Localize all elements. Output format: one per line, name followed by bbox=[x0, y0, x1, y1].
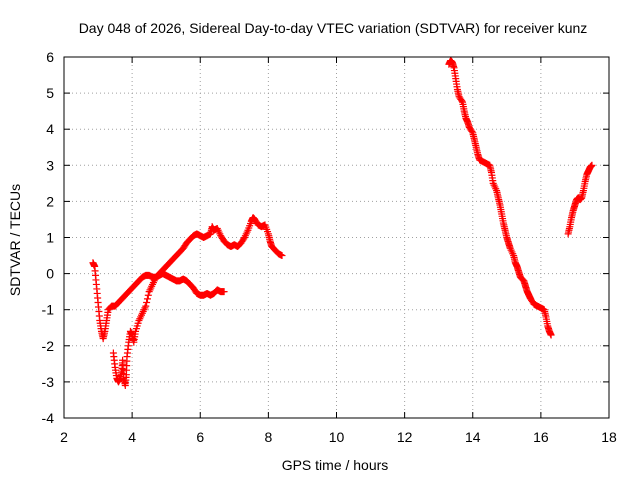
data-point-marker bbox=[468, 127, 476, 135]
y-tick-label: -2 bbox=[42, 338, 55, 354]
data-point-marker bbox=[458, 97, 466, 105]
y-tick-label: 5 bbox=[46, 85, 54, 101]
x-tick-label: 6 bbox=[196, 429, 204, 445]
chart-title: Day 048 of 2026, Sidereal Day-to-day VTE… bbox=[79, 20, 588, 36]
x-tick-label: 14 bbox=[465, 429, 481, 445]
y-axis-label: SDTVAR / TECUs bbox=[7, 184, 23, 296]
y-tick-label: 1 bbox=[46, 230, 54, 246]
y-tick-label: -4 bbox=[42, 410, 55, 426]
data-point-marker bbox=[220, 288, 228, 296]
y-tick-label: 0 bbox=[46, 266, 54, 282]
x-tick-label: 2 bbox=[60, 429, 68, 445]
series-arc-2 bbox=[109, 214, 286, 390]
data-point-marker bbox=[588, 161, 596, 169]
y-tick-label: 3 bbox=[46, 157, 54, 173]
series-arc-3 bbox=[445, 57, 555, 339]
grid-lines bbox=[64, 57, 609, 418]
data-points bbox=[89, 57, 596, 390]
data-point-marker bbox=[278, 252, 286, 260]
data-point-marker bbox=[143, 295, 151, 303]
data-point-marker bbox=[547, 331, 555, 339]
y-tick-label: 6 bbox=[46, 49, 54, 65]
y-tick-label: -1 bbox=[42, 302, 55, 318]
y-tick-label: 2 bbox=[46, 193, 54, 209]
data-point-marker bbox=[240, 235, 248, 243]
x-axis-label: GPS time / hours bbox=[282, 457, 389, 473]
y-tick-label: 4 bbox=[46, 121, 54, 137]
x-tick-label: 16 bbox=[533, 429, 549, 445]
y-tick-label: -3 bbox=[42, 374, 55, 390]
series-arc-4 bbox=[564, 161, 596, 238]
x-tick-label: 8 bbox=[264, 429, 272, 445]
data-point-marker bbox=[144, 291, 152, 299]
x-tick-label: 12 bbox=[397, 429, 413, 445]
x-tick-label: 18 bbox=[601, 429, 617, 445]
plot-frame bbox=[63, 56, 610, 419]
x-tick-label: 10 bbox=[329, 429, 345, 445]
data-point-marker bbox=[142, 302, 150, 310]
data-point-marker bbox=[143, 298, 151, 306]
x-tick-label: 4 bbox=[128, 429, 136, 445]
